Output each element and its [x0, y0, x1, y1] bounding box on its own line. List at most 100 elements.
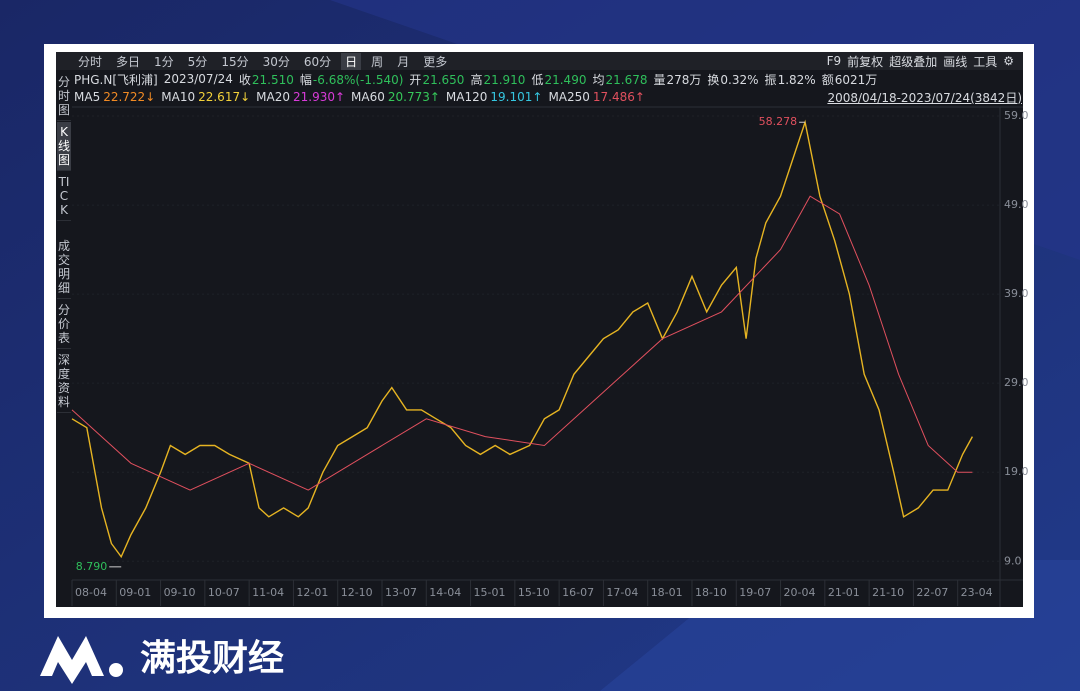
- x-tick-label: 11-04: [252, 586, 284, 599]
- x-tick-label: 09-10: [164, 586, 196, 599]
- y-tick-label: 19.0: [1004, 465, 1029, 478]
- quote-item: 幅-6.68%(-1.540): [300, 71, 404, 88]
- quote-label: 开: [409, 72, 422, 87]
- tab[interactable]: 60分: [303, 54, 332, 69]
- tool[interactable]: 超级叠加: [889, 54, 938, 69]
- ma-value: 20.773↑: [387, 90, 440, 104]
- side-tab[interactable]: 分时图: [57, 72, 71, 121]
- tab[interactable]: 多日: [116, 54, 141, 69]
- toolbar-bg: [56, 52, 1023, 70]
- quote-item: 额6021万: [822, 71, 878, 88]
- quote-value: 21.490: [544, 72, 587, 87]
- quote-label: 额: [821, 72, 834, 87]
- side-tab[interactable]: K线图: [57, 122, 71, 171]
- quote-item: 收21.510: [239, 71, 294, 88]
- quote-label: 均: [592, 72, 605, 87]
- tab[interactable]: 1分: [154, 54, 174, 69]
- tab[interactable]: 15分: [221, 54, 249, 69]
- quote-item: 量278万: [653, 71, 701, 88]
- ma-label: MA60: [351, 90, 385, 104]
- x-tick-label: 22-07: [916, 586, 948, 599]
- x-tick-label: 15-10: [518, 586, 550, 599]
- ma-label: MA10: [161, 90, 196, 104]
- x-tick-label: 19-07: [739, 586, 771, 599]
- tab[interactable]: 周: [371, 54, 384, 69]
- y-tick-label: 9.0: [1004, 554, 1022, 567]
- ma-value: 21.930↑: [292, 90, 346, 104]
- quote-value: 6021万: [834, 72, 878, 87]
- price-line: [71, 195, 973, 491]
- x-tick-label: 17-04: [606, 586, 638, 599]
- quote-value: -6.68%(-1.540): [312, 72, 404, 87]
- quote-item: 振1.82%: [765, 71, 816, 88]
- y-tick-label: 29.0: [1004, 376, 1029, 389]
- quote-label: 量: [653, 72, 666, 87]
- x-tick-label: 12-10: [341, 586, 373, 599]
- ma-item: MA10 22.617↓: [161, 90, 250, 104]
- y-tick-label: 39.0: [1004, 287, 1029, 300]
- x-tick-label: 20-04: [784, 586, 816, 599]
- side-tab[interactable]: 深度资料: [57, 350, 71, 413]
- tab[interactable]: 分时: [78, 54, 103, 69]
- ma-item: MA120 19.101↑: [446, 90, 543, 104]
- tool[interactable]: 前复权: [847, 54, 884, 69]
- side-tab[interactable]: 成交明细: [57, 236, 71, 299]
- quote-value: 21.678: [605, 72, 648, 87]
- logo: [40, 636, 104, 684]
- brand: 满投财经: [140, 638, 284, 679]
- tool[interactable]: 画线: [943, 54, 968, 69]
- x-tick-label: 12-01: [296, 586, 328, 599]
- quote-item: 换0.32%: [707, 71, 758, 88]
- annotation: 58.278: [759, 115, 798, 128]
- date: 2023/07/24: [163, 72, 233, 86]
- tab[interactable]: 月: [397, 54, 410, 69]
- ma-label: MA120: [445, 90, 488, 104]
- annotation: 8.790: [76, 560, 108, 573]
- x-tick-label: 13-07: [385, 586, 417, 599]
- quote-item: 开21.650: [409, 71, 464, 88]
- x-tick-label: 09-01: [119, 586, 151, 599]
- x-tick-label: 18-01: [651, 586, 683, 599]
- x-tick-label: 16-07: [562, 586, 594, 599]
- panel: [56, 52, 1023, 607]
- quote-label: 振: [764, 72, 777, 87]
- x-tick-label: 08-04: [75, 586, 107, 599]
- x-tick-label: 15-01: [474, 586, 506, 599]
- date-range[interactable]: 2008/04/18-2023/07/24(3842日): [827, 90, 1022, 105]
- logo-dot: [109, 663, 123, 677]
- quote-value: 21.510: [251, 72, 294, 87]
- quote-item: 高21.910: [470, 71, 525, 88]
- ma-value: 17.486↑: [592, 90, 645, 104]
- ma-item: MA20 21.930↑: [256, 90, 345, 104]
- ma-label: MA20: [256, 90, 290, 104]
- tool[interactable]: 工具: [973, 54, 998, 69]
- quote-value: 21.650: [422, 72, 465, 87]
- chart: 9.0 19.0 29.0 39.0 49.0 59.0 08-04 09-01 09-10 10…: [71, 109, 1029, 606]
- y-tick-label: 49.0: [1004, 198, 1029, 211]
- y-tick-label: 59.0: [1004, 109, 1029, 122]
- x-tick-label: 18-10: [695, 586, 727, 599]
- quote-value: 21.910: [483, 72, 526, 87]
- quote-label: 换: [707, 72, 720, 87]
- tool[interactable]: ⚙: [1003, 54, 1014, 68]
- x-tick-label: 10-07: [208, 586, 240, 599]
- tab[interactable]: 30分: [262, 54, 290, 69]
- quote-value: 278万: [666, 72, 702, 87]
- quote-value: 1.82%: [777, 72, 816, 87]
- tab[interactable]: 更多: [423, 54, 448, 69]
- tab[interactable]: 5分: [187, 54, 208, 69]
- side-tab[interactable]: TICK: [57, 172, 71, 221]
- toolbar: 分时 多日 1分 5分 15分 30分 60分日周月更多: [74, 52, 457, 70]
- x-tick-label: 23-04: [961, 586, 993, 599]
- x-tick-label: 21-10: [872, 586, 904, 599]
- quote-label: 高: [470, 72, 483, 87]
- tool[interactable]: F9: [826, 54, 842, 68]
- quote-item: 均21.678: [592, 71, 647, 88]
- ma-item: MA5 22.722↓: [74, 90, 155, 104]
- tab[interactable]: 日: [341, 52, 362, 70]
- quote-label: 收: [238, 72, 251, 87]
- side-tab[interactable]: 分价表: [57, 300, 71, 349]
- quote-value: 0.32%: [720, 72, 759, 87]
